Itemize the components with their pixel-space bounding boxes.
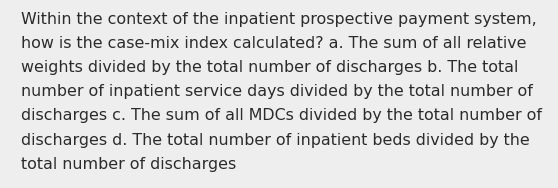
Text: discharges c. The sum of all MDCs divided by the total number of: discharges c. The sum of all MDCs divide… [21, 108, 542, 124]
Text: Within the context of the inpatient prospective payment system,: Within the context of the inpatient pros… [21, 12, 537, 27]
Text: how is the case-mix index calculated? a. The sum of all relative: how is the case-mix index calculated? a.… [21, 36, 527, 51]
Text: discharges d. The total number of inpatient beds divided by the: discharges d. The total number of inpati… [21, 133, 530, 148]
Text: weights divided by the total number of discharges b. The total: weights divided by the total number of d… [21, 60, 518, 75]
Text: total number of discharges: total number of discharges [21, 157, 237, 172]
Text: number of inpatient service days divided by the total number of: number of inpatient service days divided… [21, 84, 533, 99]
